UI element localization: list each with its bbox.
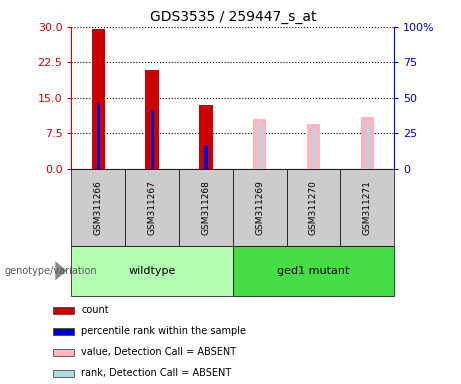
Bar bbox=[366, 124, 369, 169]
Text: value, Detection Call = ABSENT: value, Detection Call = ABSENT bbox=[82, 347, 236, 358]
Bar bbox=[71, 246, 233, 296]
Text: GSM311268: GSM311268 bbox=[201, 180, 210, 235]
Bar bbox=[233, 169, 287, 246]
Text: percentile rank within the sample: percentile rank within the sample bbox=[82, 326, 247, 336]
Bar bbox=[258, 124, 261, 169]
Bar bbox=[340, 169, 394, 246]
Text: ged1 mutant: ged1 mutant bbox=[278, 266, 349, 276]
Bar bbox=[145, 70, 159, 169]
Bar bbox=[53, 306, 74, 314]
Bar bbox=[253, 119, 266, 169]
Bar bbox=[199, 105, 213, 169]
Bar bbox=[233, 246, 394, 296]
Bar bbox=[92, 29, 105, 169]
Text: GSM311270: GSM311270 bbox=[309, 180, 318, 235]
Text: count: count bbox=[82, 305, 109, 315]
Bar bbox=[150, 110, 154, 169]
Bar bbox=[125, 169, 179, 246]
Text: wildtype: wildtype bbox=[129, 266, 176, 276]
Title: GDS3535 / 259447_s_at: GDS3535 / 259447_s_at bbox=[149, 10, 316, 25]
Bar bbox=[71, 169, 125, 246]
Text: GSM311267: GSM311267 bbox=[148, 180, 157, 235]
Bar bbox=[179, 169, 233, 246]
Text: GSM311271: GSM311271 bbox=[363, 180, 372, 235]
Polygon shape bbox=[55, 261, 67, 280]
Bar bbox=[53, 328, 74, 335]
Bar bbox=[97, 103, 100, 169]
Bar bbox=[204, 145, 207, 169]
Bar bbox=[307, 124, 320, 169]
Bar bbox=[53, 349, 74, 356]
Text: genotype/variation: genotype/variation bbox=[5, 266, 97, 276]
Bar bbox=[361, 117, 374, 169]
Bar bbox=[287, 169, 340, 246]
Bar bbox=[53, 370, 74, 377]
Text: rank, Detection Call = ABSENT: rank, Detection Call = ABSENT bbox=[82, 368, 232, 379]
Text: GSM311269: GSM311269 bbox=[255, 180, 264, 235]
Bar bbox=[312, 129, 315, 169]
Text: GSM311266: GSM311266 bbox=[94, 180, 103, 235]
